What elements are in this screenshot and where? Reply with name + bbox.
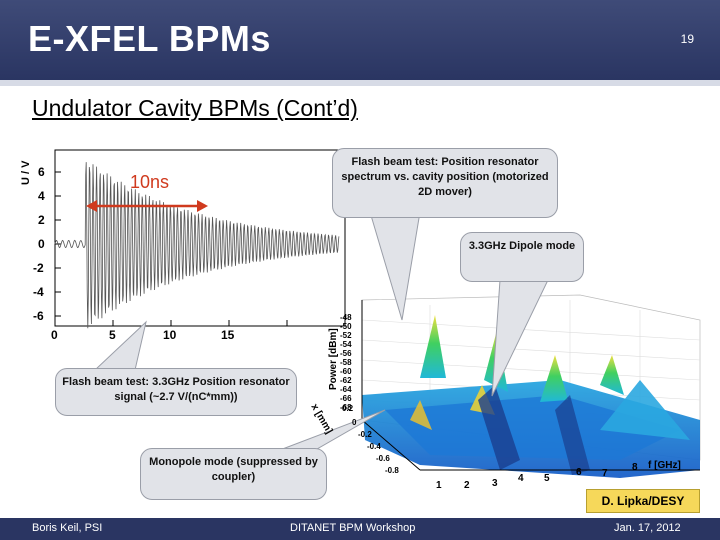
header-strip	[0, 80, 720, 86]
right-x-tick: 5	[544, 473, 550, 484]
right-z-tick: -62	[340, 376, 352, 385]
waveform-trace	[54, 162, 340, 329]
right-y-tick: 0.2	[342, 404, 354, 413]
callout-monopole: Monopole mode (suppressed by coupler)	[140, 448, 327, 500]
right-y-tick: -0.8	[385, 466, 399, 475]
left-y-tick: -6	[33, 309, 44, 323]
left-x-tick: 0	[51, 328, 58, 342]
slide-number: 19	[680, 32, 694, 46]
left-y-tick: -4	[33, 285, 44, 299]
right-y-tick: -0.2	[358, 430, 372, 439]
left-y-tick: -2	[33, 261, 44, 275]
spectrum-3d-plot	[361, 294, 701, 478]
callout-flash-signal: Flash beam test: 3.3GHz Position resonat…	[55, 368, 297, 416]
right-x-tick: 2	[464, 480, 470, 491]
right-z-tick: -60	[340, 367, 352, 376]
right-x-axis-label: f [GHz]	[648, 460, 681, 471]
right-z-tick: -56	[340, 349, 352, 358]
callout-flash-spectrum: Flash beam test: Position resonator spec…	[332, 148, 558, 218]
span-arrow	[86, 200, 208, 212]
right-x-tick: 8	[632, 462, 638, 473]
right-z-tick: -54	[340, 340, 352, 349]
left-y-tick: 0	[38, 237, 45, 251]
left-x-tick: 5	[109, 328, 116, 342]
left-y-tick: 6	[38, 165, 45, 179]
credit-badge: D. Lipka/DESY	[586, 489, 700, 513]
left-x-tick: 10	[163, 328, 177, 342]
right-z-tick: -66	[340, 394, 352, 403]
left-x-tick: 15	[221, 328, 235, 342]
callout-dipole: 3.3GHz Dipole mode	[460, 232, 584, 282]
left-plot-axes	[54, 171, 288, 326]
right-z-tick: -48	[340, 313, 352, 322]
right-y-tick: 0	[352, 418, 357, 427]
right-y-tick: -0.4	[367, 442, 381, 451]
left-y-tick: 2	[38, 213, 45, 227]
right-z-tick: -52	[340, 331, 352, 340]
footer-bar	[0, 518, 720, 540]
right-z-axis-label: Power [dBm]	[328, 328, 339, 390]
slide-subtitle: Undulator Cavity BPMs (Cont’d)	[32, 95, 358, 121]
footer-date: Jan. 17, 2012	[614, 522, 681, 534]
header-bar	[0, 0, 720, 80]
left-y-tick: 4	[38, 189, 45, 203]
right-x-tick: 6	[576, 467, 582, 478]
footer-event: DITANET BPM Workshop	[290, 522, 416, 534]
right-y-tick: -0.6	[376, 454, 390, 463]
right-x-tick: 3	[492, 478, 498, 489]
right-z-tick: -50	[340, 322, 352, 331]
right-x-tick: 4	[518, 473, 524, 484]
left-y-axis-label: U / V	[20, 160, 32, 185]
right-x-tick: 1	[436, 480, 442, 491]
right-z-tick: -58	[340, 358, 352, 367]
span-label: 10ns	[130, 172, 170, 192]
right-z-tick: -64	[340, 385, 352, 394]
slide-title: E-XFEL BPMs	[28, 18, 271, 59]
right-x-tick: 7	[602, 468, 608, 479]
right-z-tick: -68	[340, 403, 352, 412]
pointer-flash-signal	[93, 320, 147, 371]
footer-author: Boris Keil, PSI	[32, 522, 103, 534]
